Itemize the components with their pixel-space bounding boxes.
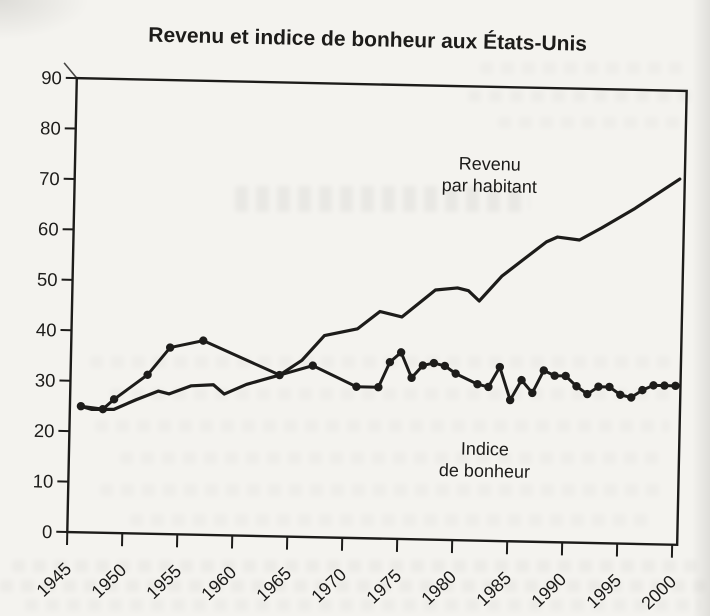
income-label-line-2: par habitant <box>442 175 537 197</box>
happiness-marker-1992 <box>583 389 592 399</box>
happiness-marker-1997 <box>638 385 647 395</box>
happiness-marker-1984 <box>495 362 505 372</box>
happiness-marker-1982 <box>473 379 482 389</box>
x-tick-label-1955: 1955 <box>142 561 185 603</box>
scan-bleedthrough-artifact <box>95 420 670 432</box>
happiness-marker-1988 <box>539 366 548 375</box>
happiness-marker-1946 <box>76 401 86 411</box>
happiness-marker-1989 <box>550 371 559 380</box>
happiness-marker-1974 <box>385 357 395 367</box>
happiness-marker-1987 <box>528 388 537 398</box>
x-tick-label-1960: 1960 <box>197 562 240 604</box>
x-tick-label-2000: 2000 <box>637 571 680 613</box>
x-tick-label-1965: 1965 <box>252 563 295 605</box>
y-tick-label-50: 50 <box>37 269 58 290</box>
happiness-marker-1985 <box>505 395 515 405</box>
happiness-marker-1954 <box>165 343 175 352</box>
scan-bleedthrough-artifact <box>25 599 700 611</box>
frame-corner-artifact <box>63 62 78 79</box>
scan-bleedthrough-artifact <box>90 356 670 368</box>
y-tick-label-20: 20 <box>34 420 55 441</box>
x-tick-label-1950: 1950 <box>87 560 130 602</box>
happiness-marker-1998 <box>649 381 658 390</box>
scan-rotation-group: Revenu et indice de bonheur aux États-Un… <box>33 24 688 613</box>
happiness-marker-1973 <box>374 383 383 392</box>
y-tick-label-80: 80 <box>40 117 61 138</box>
happiness-marker-1976 <box>407 373 416 383</box>
happiness-marker-1977 <box>418 361 428 370</box>
y-tick-label-60: 60 <box>38 218 59 239</box>
happiness-marker-1983 <box>484 382 493 392</box>
happiness-marker-1952 <box>143 370 152 379</box>
y-tick-label-10: 10 <box>33 470 54 491</box>
y-tick-label-90: 90 <box>41 67 62 88</box>
happiness-label-line-1: Indice <box>461 438 509 459</box>
happiness-label-line-2: de bonheur <box>439 460 530 482</box>
scan-bleedthrough-artifact <box>468 90 693 102</box>
x-tick-label-1980: 1980 <box>417 567 460 609</box>
happiness-marker-1993 <box>594 382 603 391</box>
happiness-marker-1999 <box>660 381 669 390</box>
happiness-marker-1996 <box>627 393 636 402</box>
happiness-marker-1949 <box>109 395 119 404</box>
income-label: Revenupar habitant <box>442 153 538 197</box>
y-tick-label-40: 40 <box>36 319 57 340</box>
plot-frame <box>66 76 688 547</box>
scan-bleedthrough-artifact <box>12 560 702 572</box>
x-tick-label-1995: 1995 <box>582 570 625 612</box>
happiness-marker-1971 <box>352 382 361 391</box>
scan-bleedthrough-artifact <box>120 452 665 464</box>
happiness-marker-1957 <box>199 336 208 345</box>
scan-bleedthrough-artifact <box>498 117 688 128</box>
happiness-marker-1978 <box>429 358 439 368</box>
happiness-marker-1967 <box>308 361 318 370</box>
happiness-marker-1986 <box>517 375 526 385</box>
scan-bleedthrough-artifact <box>235 186 530 212</box>
scan-bleedthrough-artifact <box>100 484 665 496</box>
happiness-marker-1979 <box>440 361 450 371</box>
happiness-marker-1964 <box>275 370 284 380</box>
income-label-line-1: Revenu <box>459 153 521 174</box>
page-corner-shadow <box>0 0 90 40</box>
x-tick-label-1985: 1985 <box>472 568 515 610</box>
page-edge-shadow <box>692 0 710 616</box>
scan-bleedthrough-artifact <box>0 580 705 592</box>
chart-title: Revenu et indice de bonheur aux États-Un… <box>148 24 587 56</box>
scan-bleedthrough-artifact <box>130 514 650 526</box>
happiness-label: Indicede bonheur <box>439 438 531 482</box>
income-line <box>79 177 682 412</box>
happiness-marker-1980 <box>451 369 460 378</box>
y-tick-label-30: 30 <box>35 369 56 390</box>
happiness-marker-1990 <box>561 371 570 381</box>
x-tick-label-1975: 1975 <box>362 566 405 608</box>
x-tick-label-1990: 1990 <box>527 569 570 611</box>
y-tick-label-0: 0 <box>42 521 53 542</box>
happiness-marker-1991 <box>572 382 581 391</box>
happiness-marker-1975 <box>396 348 406 357</box>
scan-bleedthrough-artifact <box>480 62 685 74</box>
happiness-marker-1995 <box>616 390 625 399</box>
happiness-marker-2000 <box>671 381 680 391</box>
happiness-marker-1948 <box>98 404 108 414</box>
happiness-marker-1994 <box>605 382 614 392</box>
y-tick-label-70: 70 <box>39 168 60 189</box>
x-tick-label-1945: 1945 <box>33 559 76 601</box>
x-tick-label-1970: 1970 <box>307 564 350 606</box>
